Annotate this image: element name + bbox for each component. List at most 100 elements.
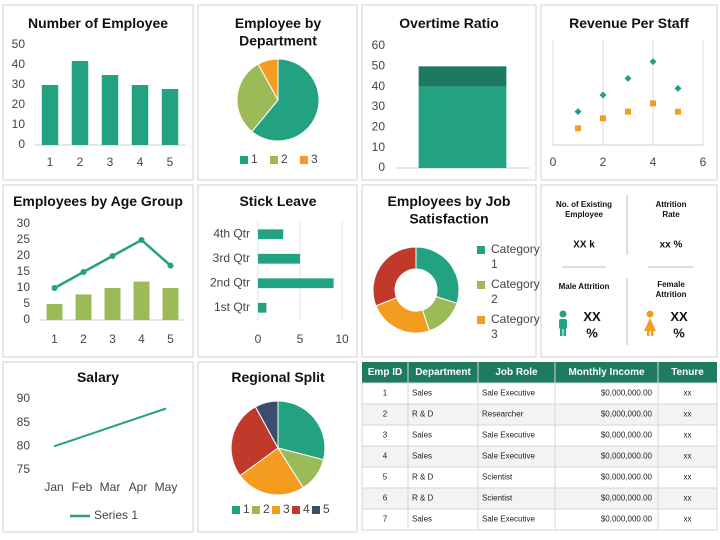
panel: [197, 184, 358, 358]
slice: [239, 447, 304, 496]
legend-label: Category 1: [491, 242, 540, 271]
bar: [133, 281, 150, 320]
kpi-label: Female Attrition: [655, 280, 686, 299]
legend-swatch: [292, 506, 300, 514]
kpi-label: Attrition Rate: [655, 200, 686, 219]
bar: [41, 85, 59, 145]
x-tick-label: 4: [137, 155, 144, 169]
chart-title: Employee by Department: [235, 15, 322, 49]
y-tick-label: 80: [17, 439, 31, 453]
kpi-value: xx %: [660, 240, 683, 251]
point: [675, 108, 681, 115]
kpi-value: XX k: [573, 240, 595, 251]
y-tick-label: 85: [17, 415, 31, 429]
legend-swatch: [300, 156, 308, 164]
male-icon: [559, 310, 567, 336]
x-tick-label: 1: [47, 155, 54, 169]
table-cell: xx: [684, 473, 692, 482]
table-cell: $0,000,000.00: [601, 410, 653, 419]
x-tick-label: 2: [77, 155, 84, 169]
bar: [104, 288, 121, 320]
y-tick-label: 1st Qtr: [214, 300, 250, 314]
legend-swatch: [252, 506, 260, 514]
point: [600, 115, 606, 122]
line-point: [80, 269, 87, 275]
bar: [161, 89, 179, 145]
panel: [2, 361, 194, 533]
table-header-cell: Emp ID: [368, 367, 402, 378]
slice: [230, 406, 279, 477]
bar: [418, 86, 507, 168]
chart-title: Number of Employee: [28, 15, 168, 31]
slice: [251, 58, 320, 142]
bar: [46, 304, 63, 320]
table-cell: xx: [684, 389, 692, 398]
slice: [236, 63, 279, 133]
kpi-value: XX%: [583, 309, 601, 340]
point: [650, 100, 656, 107]
legend-label: 2: [263, 502, 270, 516]
table-cell: Sale Executive: [482, 431, 535, 440]
table-cell: xx: [684, 452, 692, 461]
legend-label: 3: [311, 152, 318, 166]
legend-swatch: [232, 506, 240, 514]
table-cell: Sale Executive: [482, 515, 535, 524]
table-cell: $0,000,000.00: [601, 494, 653, 503]
legend-swatch: [477, 281, 485, 289]
slice: [277, 400, 326, 461]
table-header-cell: Department: [415, 367, 471, 378]
point: [674, 84, 682, 92]
y-tick-label: 30: [372, 99, 386, 113]
table-cell: $0,000,000.00: [601, 452, 653, 461]
y-tick-label: 2nd Qtr: [210, 275, 250, 289]
slice: [257, 58, 279, 101]
point: [575, 125, 581, 132]
y-tick-label: 10: [372, 140, 386, 154]
legend-label: 3: [283, 502, 290, 516]
table-cell: Sale Executive: [482, 389, 535, 398]
point: [625, 108, 631, 115]
panel: [540, 184, 718, 358]
panel: [540, 4, 718, 181]
kpi-label: No. of Existing Employee: [556, 200, 612, 219]
y-tick-label: 50: [12, 37, 26, 51]
x-tick-label: 1: [51, 332, 58, 346]
table-cell: 7: [383, 515, 388, 524]
y-tick-label: 10: [12, 117, 26, 131]
x-tick-label: 0: [550, 155, 557, 169]
table-cell: $0,000,000.00: [601, 431, 653, 440]
chart-title: Overtime Ratio: [399, 15, 499, 31]
legend-label: Category 3: [491, 312, 540, 341]
chart-title: Regional Split: [231, 369, 325, 385]
table-header: [362, 362, 717, 383]
y-tick-label: 0: [23, 312, 30, 326]
panel: [2, 184, 194, 358]
y-tick-label: 20: [372, 120, 386, 134]
line-point: [138, 237, 145, 243]
y-tick-label: 25: [17, 232, 31, 246]
y-tick-label: 90: [17, 391, 31, 405]
x-tick-label: Apr: [129, 480, 148, 494]
table-cell: 2: [383, 410, 388, 419]
point: [599, 91, 607, 99]
chart-title: Revenue Per Staff: [569, 15, 689, 31]
panel: [2, 4, 194, 181]
bar: [101, 75, 119, 145]
line-point: [167, 262, 174, 269]
legend-label: 5: [323, 502, 330, 516]
slice: [372, 246, 417, 307]
x-tick-label: 5: [167, 332, 174, 346]
table-cell: Sales: [412, 452, 432, 461]
y-tick-label: 4th Qtr: [213, 226, 250, 240]
bar: [71, 61, 89, 145]
y-tick-label: 0: [378, 160, 385, 174]
legend-label: 1: [243, 502, 250, 516]
table-cell: Sales: [412, 389, 432, 398]
table-cell: 3: [383, 431, 388, 440]
x-tick-label: 4: [138, 332, 145, 346]
y-tick-label: 20: [12, 97, 26, 111]
legend-swatch: [240, 156, 248, 164]
table-cell: 4: [383, 452, 388, 461]
x-tick-label: 3: [109, 332, 116, 346]
